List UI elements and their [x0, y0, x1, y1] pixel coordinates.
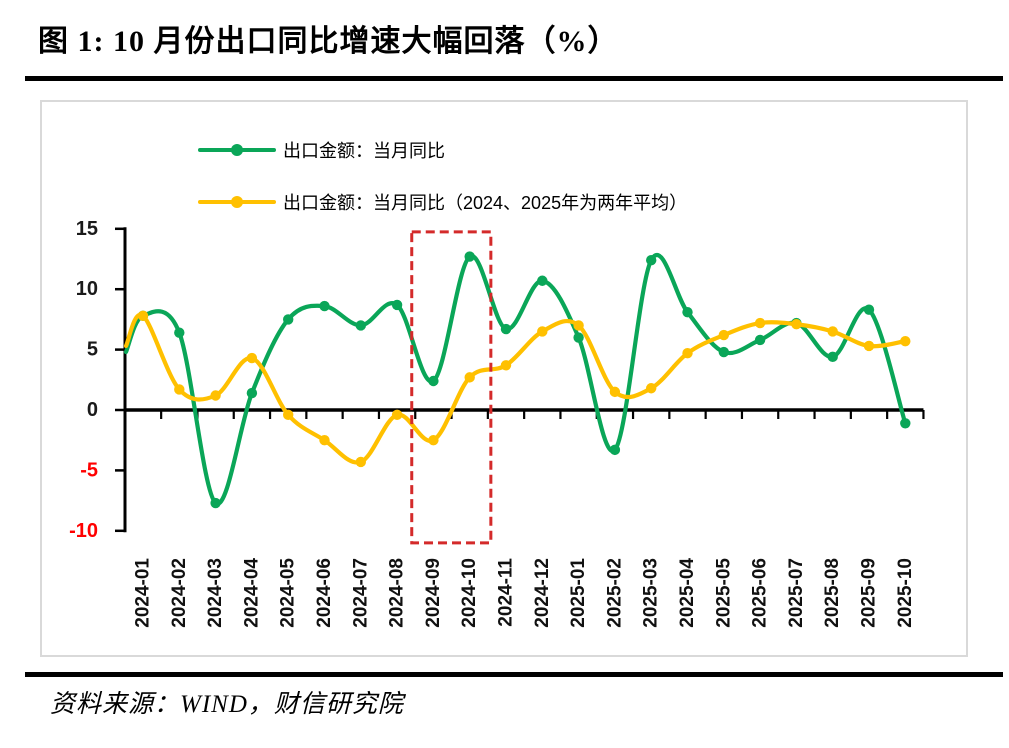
- svg-text:2025-07: 2025-07: [786, 558, 807, 628]
- legend-label: 出口金额：当月同比（2024、2025年为两年平均）: [283, 193, 688, 213]
- yellow-marker-icon: [231, 196, 243, 208]
- svg-text:-10: -10: [69, 520, 98, 542]
- svg-text:2025-06: 2025-06: [750, 558, 771, 628]
- svg-text:2024-09: 2024-09: [423, 558, 444, 628]
- footer-rule: [25, 672, 1003, 677]
- svg-text:2024-02: 2024-02: [169, 558, 190, 628]
- svg-text:2024-07: 2024-07: [350, 558, 371, 628]
- svg-text:2024-08: 2024-08: [387, 558, 408, 628]
- data-source-line: 资料来源：WIND，财信研究院: [50, 691, 404, 718]
- legend-item-monthly-yoy: 出口金额：当月同比: [198, 137, 445, 163]
- svg-text:2024-11: 2024-11: [496, 558, 517, 627]
- svg-text:2024-06: 2024-06: [314, 558, 335, 628]
- svg-text:2025-04: 2025-04: [677, 558, 698, 628]
- svg-text:2024-05: 2024-05: [278, 558, 299, 628]
- svg-text:2025-05: 2025-05: [713, 558, 734, 628]
- yellow-line-swatch: [198, 196, 276, 208]
- svg-text:2024-03: 2024-03: [205, 558, 226, 628]
- svg-text:5: 5: [87, 339, 98, 361]
- title-rule: [25, 76, 1003, 81]
- green-line-swatch: [198, 144, 276, 156]
- svg-text:2025-02: 2025-02: [604, 558, 625, 628]
- svg-text:2024-12: 2024-12: [532, 558, 553, 628]
- svg-text:2024-01: 2024-01: [133, 558, 154, 628]
- svg-text:2025-01: 2025-01: [568, 558, 589, 628]
- figure-title: 图 1: 10 月份出口同比增速大幅回落（%）: [38, 25, 619, 58]
- svg-text:2024-10: 2024-10: [459, 558, 480, 628]
- export-growth-chart: 15 10 5 0 -5 -10 2024-01 2024-02 2024-03 2024-04 2…: [40, 100, 968, 657]
- svg-text:10: 10: [76, 278, 98, 300]
- legend-label: 出口金额：当月同比: [283, 141, 445, 161]
- green-marker-icon: [231, 144, 243, 156]
- svg-text:2024-04: 2024-04: [241, 558, 262, 628]
- legend-item-two-year-average: 出口金额：当月同比（2024、2025年为两年平均）: [198, 189, 687, 215]
- svg-text:-5: -5: [80, 459, 98, 481]
- svg-text:2025-09: 2025-09: [859, 558, 880, 628]
- svg-text:2025-08: 2025-08: [822, 558, 843, 628]
- chart-panel: 15 10 5 0 -5 -10 2024-01 2024-02 2024-03 2024-04 2…: [40, 100, 968, 657]
- svg-text:15: 15: [76, 218, 98, 240]
- svg-text:2025-10: 2025-10: [895, 558, 916, 628]
- svg-text:0: 0: [87, 399, 98, 421]
- svg-text:2025-03: 2025-03: [641, 558, 662, 628]
